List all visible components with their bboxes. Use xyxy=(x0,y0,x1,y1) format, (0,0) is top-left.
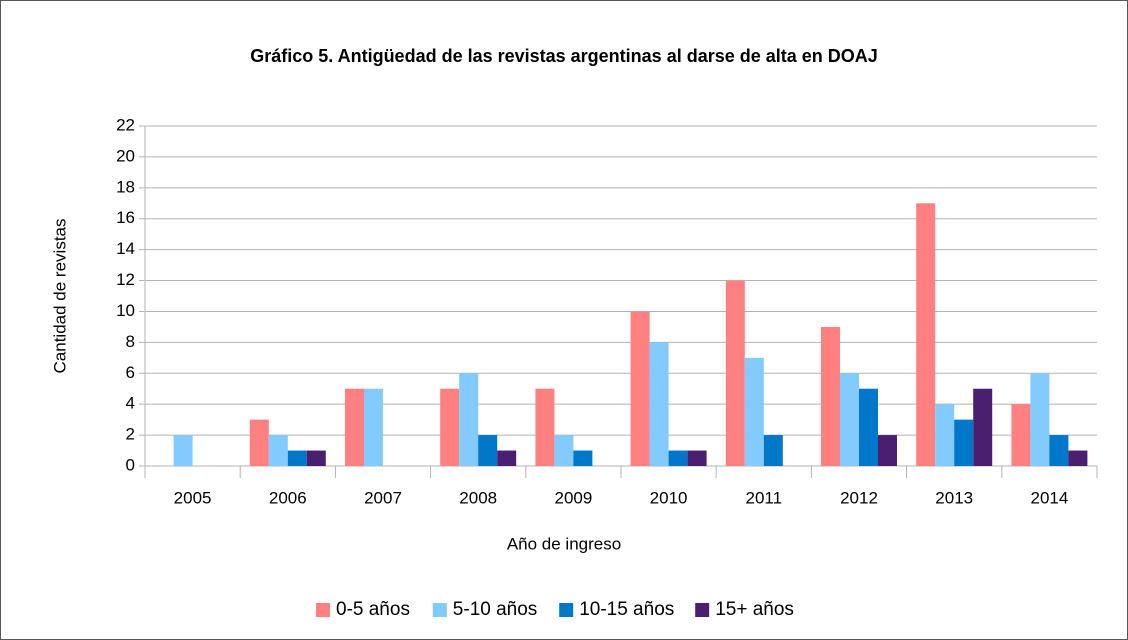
bar xyxy=(497,450,517,466)
legend-swatch xyxy=(695,603,710,617)
bar xyxy=(1011,404,1031,466)
x-tick-label: 2005 xyxy=(174,488,212,507)
bar xyxy=(1030,373,1050,466)
bar xyxy=(954,419,974,466)
y-tick-label: 14 xyxy=(116,239,135,258)
bar xyxy=(345,388,364,466)
bar xyxy=(1049,435,1069,466)
y-tick-label: 18 xyxy=(116,177,135,196)
x-axis-label: Año de ingreso xyxy=(507,534,621,553)
x-tick-label: 2014 xyxy=(1030,488,1068,507)
x-tick-label: 2012 xyxy=(840,488,878,507)
y-axis-label: Cantidad de revistas xyxy=(50,219,69,374)
bar xyxy=(459,373,479,466)
legend-swatch xyxy=(316,603,330,617)
legend-swatch xyxy=(559,603,574,617)
bar xyxy=(878,435,897,466)
bar xyxy=(268,435,288,466)
y-tick-label: 8 xyxy=(126,332,135,351)
bar xyxy=(973,388,993,466)
y-tick-label: 10 xyxy=(116,301,135,320)
bar xyxy=(287,450,307,466)
y-tick-label: 20 xyxy=(116,146,135,165)
bar xyxy=(173,435,193,466)
x-tick-label: 2009 xyxy=(554,488,592,507)
x-tick-label: 2007 xyxy=(364,488,402,507)
bar xyxy=(725,280,745,466)
bar xyxy=(840,373,859,466)
legend-label: 5-10 años xyxy=(453,599,538,620)
y-tick-label: 2 xyxy=(126,425,135,444)
bar xyxy=(1068,450,1088,466)
x-tick-label: 2008 xyxy=(459,488,497,507)
x-tick-label: 2006 xyxy=(269,488,307,507)
bar xyxy=(935,404,955,466)
legend-swatch xyxy=(432,603,447,617)
bar xyxy=(916,203,936,467)
bar xyxy=(859,388,878,466)
bar xyxy=(630,311,650,466)
bar xyxy=(573,450,593,466)
bar xyxy=(744,357,764,466)
bar xyxy=(668,450,688,466)
bar xyxy=(763,435,783,466)
chart-title: Gráfico 5. Antigüedad de las revistas ar… xyxy=(250,46,878,66)
bar xyxy=(821,326,840,466)
legend-label: 10-15 años xyxy=(579,599,674,620)
y-tick-label: 6 xyxy=(126,363,135,382)
y-tick-label: 0 xyxy=(126,455,135,474)
x-tick-label: 2013 xyxy=(935,488,973,507)
bar xyxy=(535,388,555,466)
y-tick-label: 16 xyxy=(116,208,135,227)
y-tick-label: 4 xyxy=(126,394,135,413)
bar xyxy=(440,388,460,466)
x-tick-label: 2011 xyxy=(746,488,783,507)
bar xyxy=(249,419,269,466)
bar xyxy=(687,450,707,466)
y-tick-label: 12 xyxy=(116,270,135,289)
bar xyxy=(478,435,498,466)
x-tick-label: 2010 xyxy=(650,488,688,507)
bar xyxy=(306,450,326,466)
bar xyxy=(364,388,383,466)
y-tick-label: 22 xyxy=(116,115,135,134)
legend-label: 15+ años xyxy=(715,599,794,620)
legend-label: 0-5 años xyxy=(336,599,410,620)
bar xyxy=(554,435,574,466)
bar xyxy=(649,342,669,466)
